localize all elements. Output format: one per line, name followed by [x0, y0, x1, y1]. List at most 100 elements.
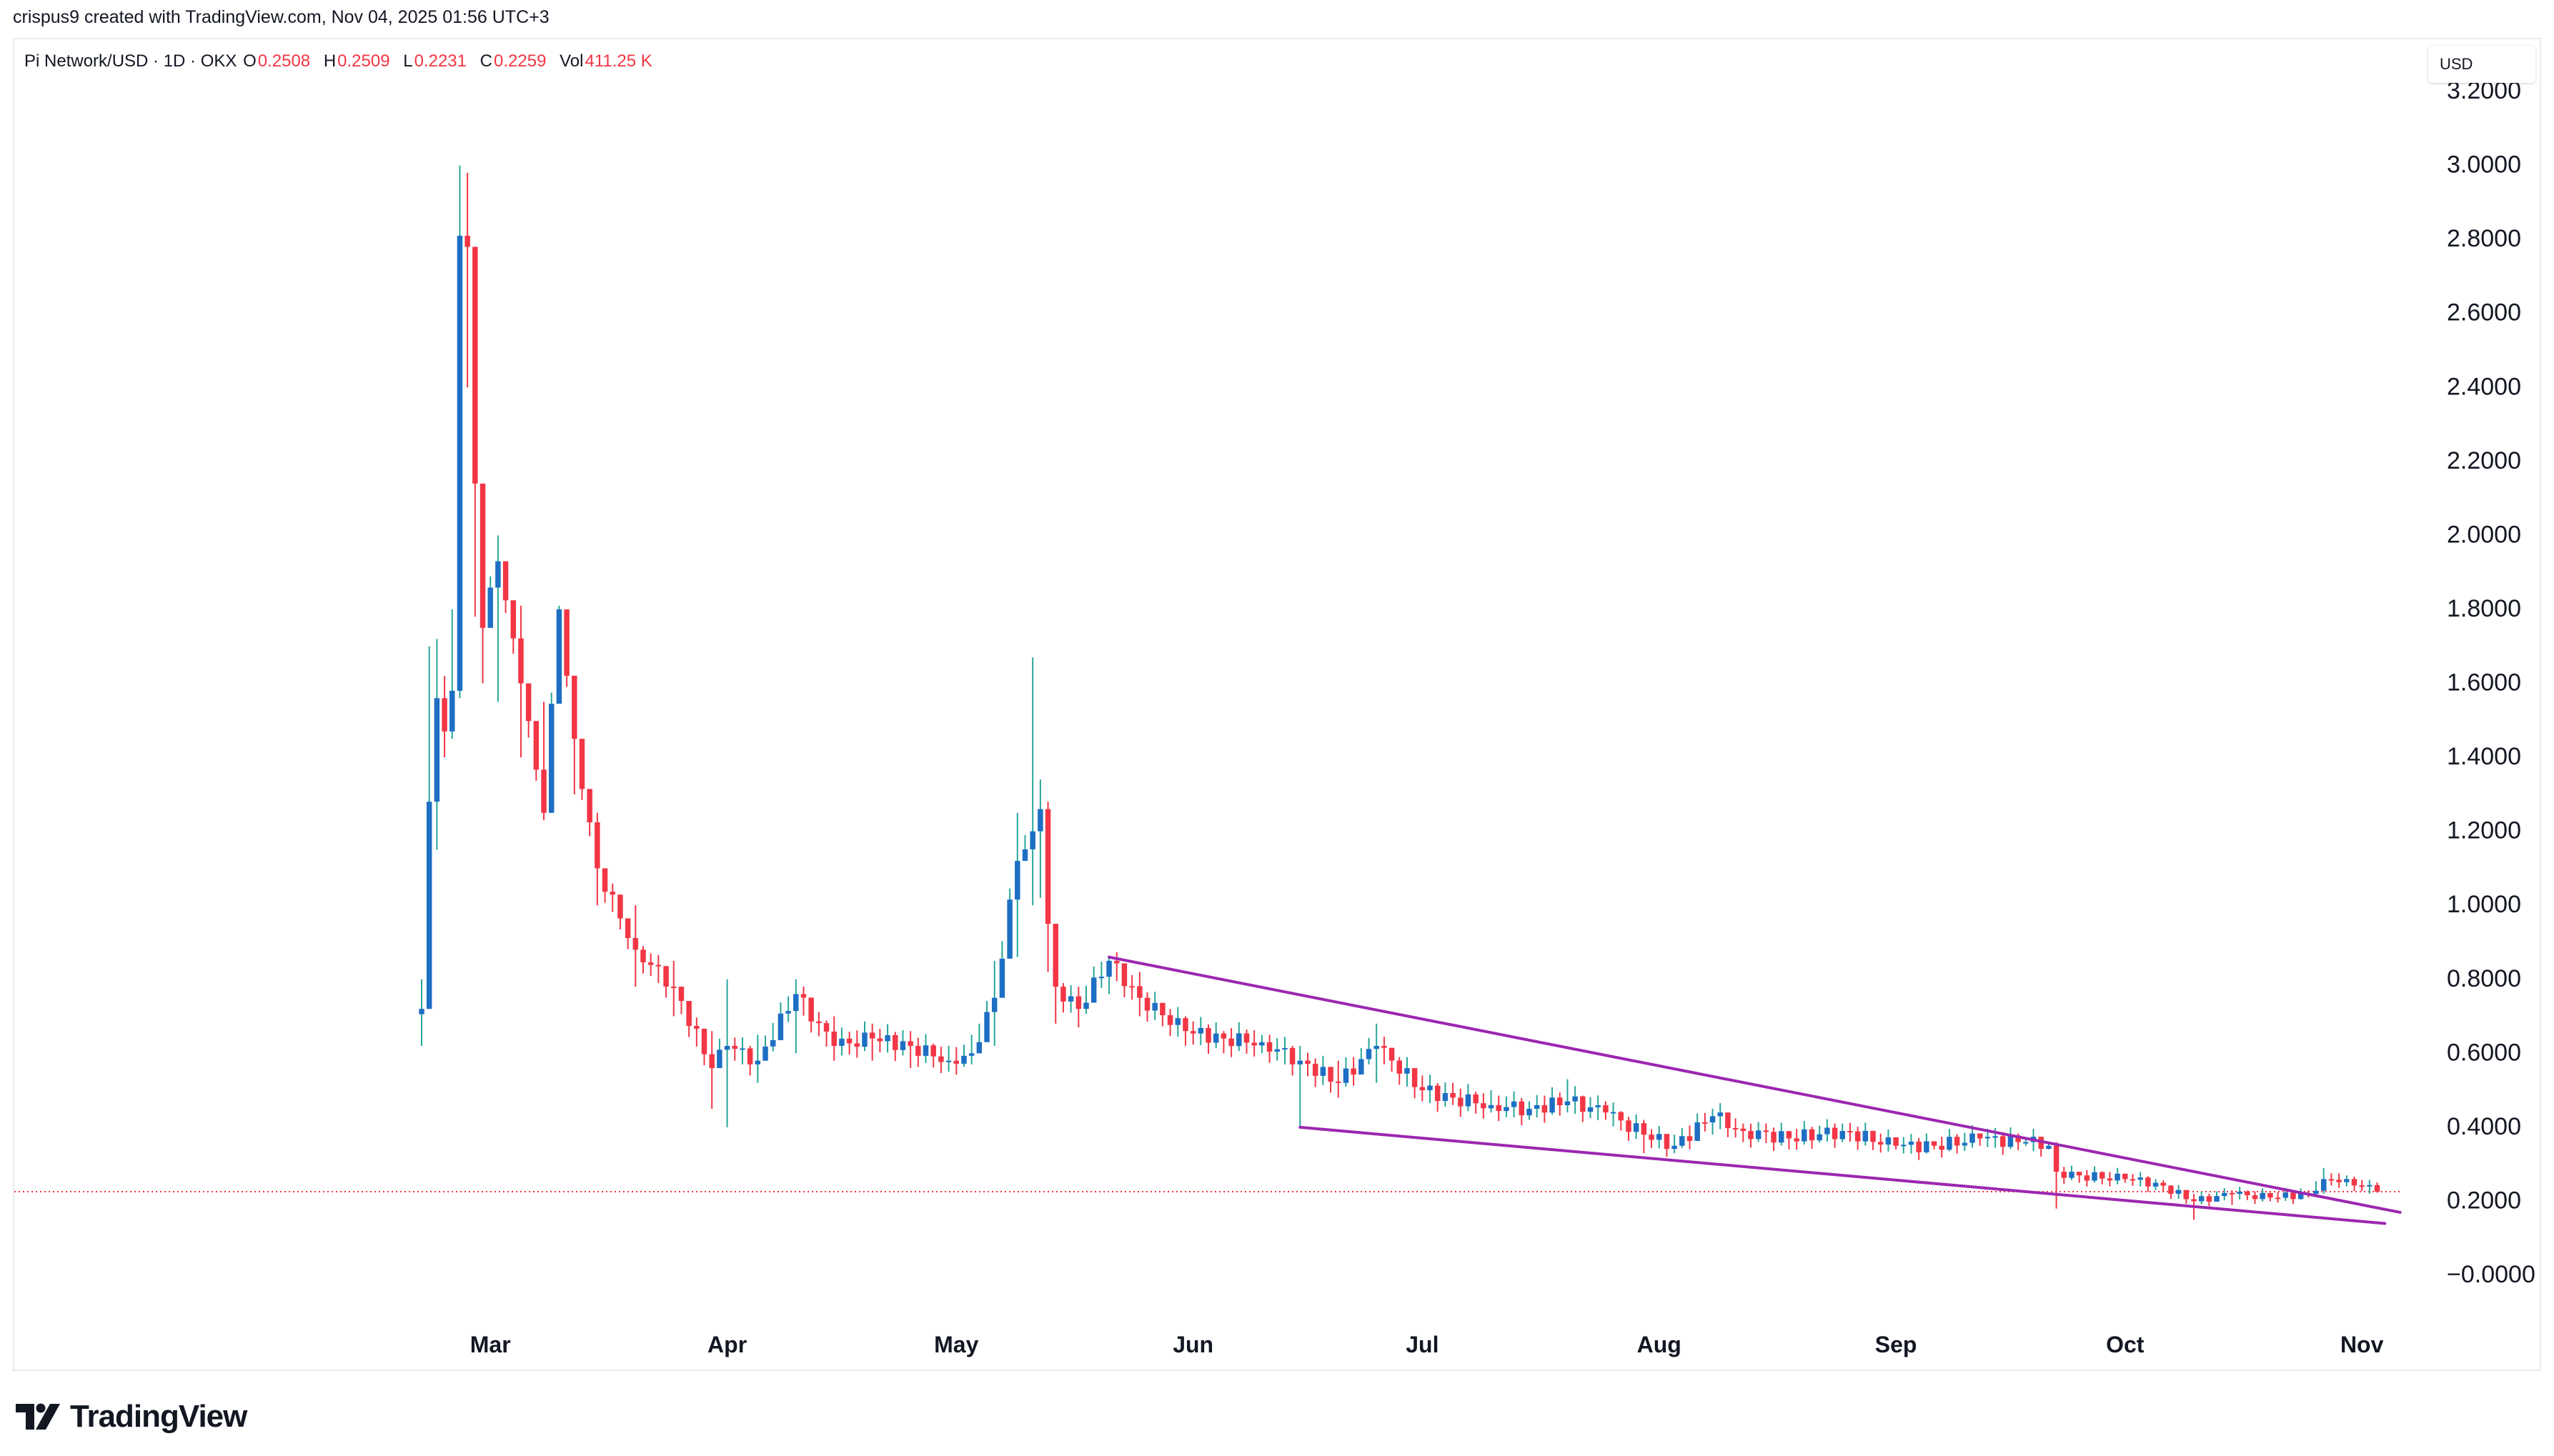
candle-body — [2206, 1196, 2212, 1202]
time-tick-label: Jul — [1406, 1332, 1439, 1357]
candle-body — [2099, 1172, 2105, 1179]
candle-body — [1221, 1033, 1227, 1039]
candle-body — [480, 483, 486, 628]
volume-value: 411.25 K — [585, 51, 652, 71]
candle-body — [1686, 1136, 1693, 1141]
candle-body — [1289, 1047, 1296, 1064]
open-value: 0.2508 — [257, 51, 311, 71]
candle-body — [1541, 1105, 1548, 1113]
candle-body — [426, 802, 432, 1009]
candles — [419, 165, 2380, 1220]
candle-body — [1656, 1134, 1662, 1140]
upper-trendline[interactable] — [1108, 955, 2402, 1214]
candle-body — [2061, 1172, 2067, 1178]
candle-body — [2374, 1185, 2380, 1192]
candle-body — [1580, 1096, 1586, 1112]
candle-body — [976, 1042, 983, 1054]
price-tick-label: 3.0000 — [2447, 151, 2521, 179]
candle-body — [1373, 1045, 1379, 1049]
candle-body — [839, 1038, 845, 1046]
candle-body — [1030, 831, 1035, 849]
close-label: C — [480, 51, 493, 71]
candle-body — [2359, 1185, 2365, 1187]
time-axis[interactable]: Mar Apr May Jun Jul Aug Sep Oct Nov — [470, 1332, 2384, 1357]
price-tick-label: 0.4000 — [2447, 1113, 2521, 1140]
candle-body — [1465, 1094, 1471, 1107]
candle-body — [938, 1056, 944, 1062]
candle-body — [2297, 1193, 2304, 1200]
candle-body — [991, 997, 998, 1012]
candle-body — [1679, 1136, 1685, 1146]
symbol-label[interactable]: Pi Network/USD · 1D · OKX — [24, 51, 237, 71]
candle-body — [2107, 1178, 2113, 1181]
candle-body — [2000, 1136, 2006, 1147]
ohlc-legend: Pi Network/USD · 1D · OKX O0.2508 H0.250… — [24, 51, 661, 71]
candle-body — [1817, 1134, 1822, 1141]
candle-body — [1740, 1128, 1746, 1132]
candle-body — [2076, 1172, 2082, 1176]
candle-body — [1358, 1059, 1364, 1075]
candle-body — [2313, 1190, 2319, 1195]
candle-body — [2367, 1185, 2372, 1187]
price-tick-label: 0.6000 — [2447, 1039, 2521, 1066]
candle-body — [2252, 1195, 2258, 1200]
candle-body — [2160, 1182, 2166, 1186]
candle-body — [1090, 977, 1097, 1003]
time-tick-label: Aug — [1637, 1332, 1681, 1357]
candle-body — [1610, 1112, 1616, 1114]
candle-body — [1977, 1133, 1983, 1139]
candle-body — [572, 675, 577, 739]
candle-body — [945, 1060, 952, 1062]
candle-body — [587, 789, 592, 823]
candle-body — [1442, 1093, 1449, 1102]
candle-body — [862, 1032, 868, 1047]
candle-body — [1572, 1096, 1578, 1102]
candle-body — [930, 1045, 936, 1057]
candle-body — [1366, 1049, 1372, 1059]
candle-body — [2351, 1179, 2357, 1186]
candle-body — [808, 997, 814, 1022]
candle-body — [1595, 1105, 1601, 1107]
price-axis[interactable]: −0.0000 0.2000 0.4000 0.6000 0.8000 1.0000 1.2… — [2447, 77, 2535, 1288]
candle-body — [1427, 1085, 1433, 1091]
candle-body — [602, 868, 608, 892]
candle-body — [495, 561, 501, 588]
candle-body — [1901, 1145, 1907, 1147]
candle-body — [1877, 1142, 1884, 1145]
candle-body — [1496, 1105, 1501, 1112]
lower-trendline[interactable] — [1298, 1125, 2387, 1225]
candle-body — [1243, 1033, 1250, 1043]
candle-body — [595, 822, 600, 869]
tradingview-brand[interactable]: TradingView — [16, 1399, 247, 1435]
close-value: 0.2259 — [494, 51, 547, 71]
tradingview-logo-icon — [16, 1403, 60, 1430]
candle-body — [1732, 1128, 1739, 1130]
candle-body — [663, 966, 669, 987]
candle-body — [793, 994, 799, 1012]
candle-body — [625, 918, 631, 939]
candle-body — [1343, 1068, 1349, 1083]
candle-body — [1633, 1123, 1639, 1132]
candle-body — [1916, 1141, 1922, 1152]
candle-body — [1947, 1137, 1952, 1150]
candle-body — [732, 1045, 738, 1049]
candle-body — [2053, 1145, 2059, 1172]
candle-body — [1236, 1033, 1242, 1047]
candle-body — [1763, 1130, 1769, 1132]
volume-label: Vol — [560, 51, 584, 71]
candle-body — [717, 1049, 722, 1069]
candle-body — [518, 638, 524, 684]
candle-body — [2023, 1142, 2029, 1144]
candle-body — [701, 1028, 707, 1054]
candle-body — [1794, 1138, 1799, 1142]
candle-body — [1297, 1060, 1303, 1064]
price-tick-label: 1.2000 — [2447, 817, 2521, 844]
trendlines[interactable] — [1108, 955, 2402, 1225]
currency-selector[interactable]: USD — [2428, 46, 2535, 83]
candle-body — [1015, 861, 1020, 900]
candle-body — [419, 1009, 424, 1014]
candle-body — [1450, 1093, 1456, 1098]
candle-body — [2344, 1179, 2350, 1182]
candle-body — [1068, 996, 1074, 1002]
